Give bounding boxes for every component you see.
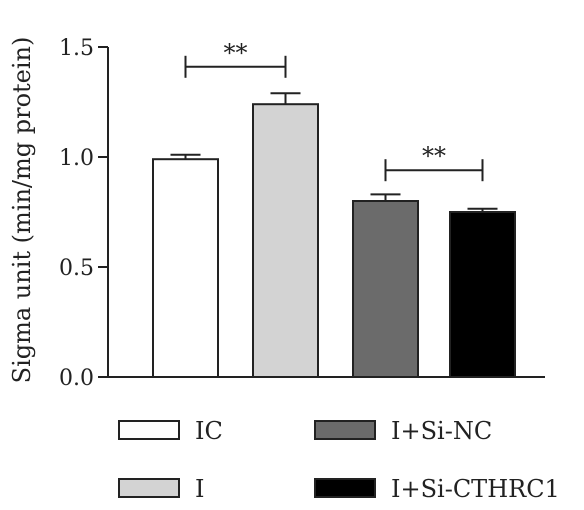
y-axis: 0.0 0.5 1.0 1.5 <box>59 36 109 391</box>
bars <box>152 103 516 378</box>
significance-label: ** <box>224 39 248 67</box>
bar <box>449 211 516 378</box>
y-tick-label: 0.5 <box>59 256 94 281</box>
legend-swatch <box>314 478 376 498</box>
bar <box>152 158 219 378</box>
legend-label: I+Si-CTHRC1 <box>391 475 560 503</box>
legend: IC I I+Si-NC I+Si-CTHRC1 <box>118 417 560 503</box>
legend-swatch <box>118 478 180 498</box>
y-tick-label: 1.5 <box>59 36 94 61</box>
y-tick-label: 1.0 <box>59 146 94 171</box>
legend-label: I+Si-NC <box>391 417 492 445</box>
legend-label: IC <box>195 417 223 445</box>
legend-swatch <box>118 420 180 440</box>
y-axis-title: Sigma unit (min/mg protein) <box>8 37 36 384</box>
significance-label: ** <box>422 142 446 170</box>
error-bars <box>170 92 498 212</box>
significance-brackets: ** ** <box>184 39 484 182</box>
bar <box>252 103 319 378</box>
y-tick-label: 0.0 <box>59 366 94 391</box>
bar <box>352 200 419 378</box>
legend-label: I <box>195 475 204 503</box>
legend-swatch <box>314 420 376 440</box>
